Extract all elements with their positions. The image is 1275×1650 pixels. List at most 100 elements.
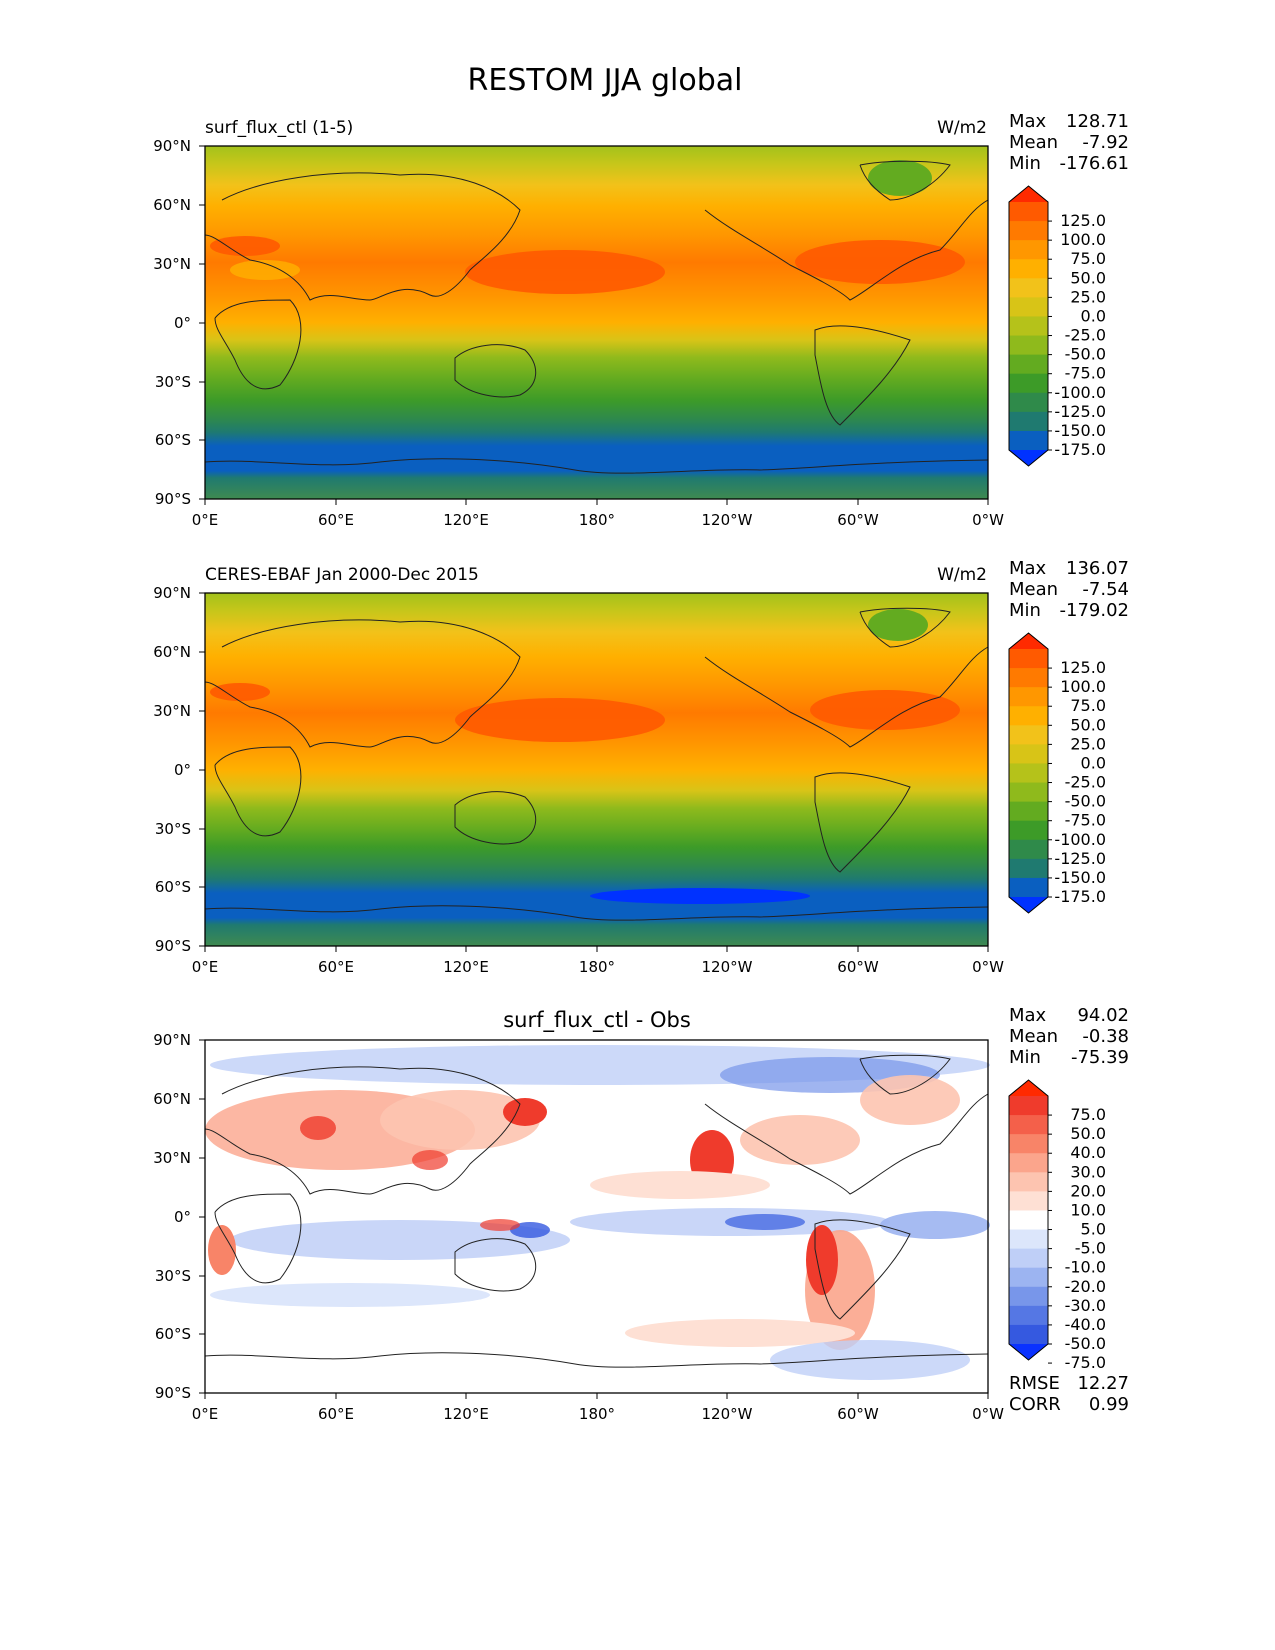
x-tick-label: 120°E bbox=[443, 958, 489, 976]
panel-title: surf_flux_ctl - Obs bbox=[503, 1008, 691, 1033]
stat-min-value: -179.02 bbox=[1060, 600, 1129, 621]
colorbar-label: -5.0 bbox=[1075, 1239, 1106, 1258]
colorbar-label: -125.0 bbox=[1054, 849, 1106, 868]
colorbar-label: 125.0 bbox=[1060, 211, 1106, 230]
x-tick-label: 0°E bbox=[192, 958, 219, 976]
x-ticks bbox=[204, 499, 989, 505]
greenland-low bbox=[868, 609, 928, 641]
colorbar-extension-bottom bbox=[1009, 1344, 1048, 1360]
x-ticks bbox=[204, 1393, 989, 1399]
colorbar-label: 30.0 bbox=[1070, 1162, 1106, 1181]
plot-area bbox=[204, 145, 989, 500]
colorbar-segment bbox=[1009, 392, 1048, 413]
colorbar-label: -50.0 bbox=[1065, 792, 1106, 811]
colorbar-label: -10.0 bbox=[1065, 1258, 1106, 1277]
stat-min-value: -176.61 bbox=[1060, 153, 1129, 174]
colorbar-segment bbox=[1009, 801, 1048, 822]
colorbar-label: 5.0 bbox=[1081, 1220, 1106, 1239]
y-tick-label: 90°S bbox=[155, 490, 191, 508]
colorbar-label: -150.0 bbox=[1054, 868, 1106, 887]
colorbar: 125.0100.075.050.025.00.0-25.0-50.0-75.0… bbox=[1008, 632, 1106, 914]
stat-mean-value: -7.92 bbox=[1082, 132, 1129, 153]
stat-mean-label: Mean bbox=[1009, 579, 1058, 600]
y-tick-label: 60°N bbox=[153, 196, 191, 214]
y-ticks bbox=[199, 145, 205, 500]
stat-min-value: -75.39 bbox=[1071, 1047, 1129, 1068]
y-tick-label: 90°S bbox=[155, 1384, 191, 1402]
warm-region-npacific bbox=[455, 698, 665, 742]
panel-observations: CERES-EBAF Jan 2000-Dec 2015 W/m2 bbox=[153, 558, 1129, 976]
stat-max-value: 136.07 bbox=[1066, 558, 1129, 579]
y-tick-label: 30°S bbox=[155, 373, 191, 391]
colorbar-label: 100.0 bbox=[1060, 677, 1106, 696]
y-tick-labels: 90°N 60°N 30°N 0° 30°S 60°S 90°S bbox=[153, 584, 191, 955]
colorbar-segment bbox=[1009, 259, 1048, 279]
stat-min-label: Min bbox=[1009, 1047, 1041, 1068]
stat-mean-value: -0.38 bbox=[1082, 1026, 1129, 1047]
field-background bbox=[205, 146, 988, 499]
x-tick-label: 0°E bbox=[192, 1405, 219, 1423]
corr-value: 0.99 bbox=[1089, 1394, 1129, 1415]
colorbar-label: 75.0 bbox=[1070, 1105, 1106, 1124]
colorbar-label: 10.0 bbox=[1070, 1200, 1106, 1219]
stat-max-label: Max bbox=[1009, 558, 1047, 579]
colorbar: 75.050.040.030.020.010.05.0-5.0-10.0-20.… bbox=[1008, 1079, 1106, 1372]
warm-region-natlantic bbox=[810, 690, 960, 730]
colorbar-segment bbox=[1009, 706, 1048, 726]
warm-region-natlantic bbox=[795, 240, 965, 284]
colorbar-label: 0.0 bbox=[1081, 753, 1106, 772]
y-tick-label: 90°N bbox=[153, 1031, 191, 1049]
y-ticks bbox=[199, 1039, 205, 1394]
stat-max-label: Max bbox=[1009, 1005, 1047, 1026]
colorbar-extension-bottom bbox=[1009, 897, 1048, 913]
x-tick-label: 120°E bbox=[443, 1405, 489, 1423]
warm-region-mediterranean bbox=[210, 236, 280, 256]
y-tick-label: 60°S bbox=[155, 431, 191, 449]
colorbar-label: -100.0 bbox=[1054, 830, 1106, 849]
colorbar-label: -175.0 bbox=[1054, 440, 1106, 459]
x-tick-label: 60°E bbox=[318, 958, 354, 976]
stats-block: Max 128.71 Mean -7.92 Min -176.61 bbox=[1009, 111, 1129, 174]
y-tick-label: 0° bbox=[174, 761, 191, 779]
colorbar-segment bbox=[1009, 858, 1048, 879]
colorbar-segment bbox=[1009, 221, 1048, 241]
y-tick-label: 60°N bbox=[153, 643, 191, 661]
colorbar-segment bbox=[1009, 1286, 1048, 1307]
colorbar-label: 50.0 bbox=[1070, 715, 1106, 734]
x-tick-label: 120°W bbox=[702, 511, 753, 529]
colorbar-segment bbox=[1009, 1210, 1048, 1231]
y-tick-label: 30°S bbox=[155, 1267, 191, 1285]
stat-min-label: Min bbox=[1009, 600, 1041, 621]
stat-max-label: Max bbox=[1009, 111, 1047, 132]
colorbar-segment bbox=[1009, 1229, 1048, 1250]
colorbar-segment bbox=[1009, 668, 1048, 688]
colorbar-segment bbox=[1009, 687, 1048, 707]
y-tick-labels: 90°N 60°N 30°N 0° 30°S 60°S 90°S bbox=[153, 137, 191, 508]
panel-title: surf_flux_ctl (1-5) bbox=[205, 118, 353, 138]
x-tick-label: 180° bbox=[579, 511, 615, 529]
x-tick-label: 0°W bbox=[972, 958, 1004, 976]
colorbar-label: 0.0 bbox=[1081, 306, 1106, 325]
x-tick-label: 180° bbox=[579, 958, 615, 976]
units-label: W/m2 bbox=[937, 565, 987, 585]
y-tick-label: 30°N bbox=[153, 702, 191, 720]
stats-block: Max 94.02 Mean -0.38 Min -75.39 bbox=[1009, 1005, 1129, 1068]
colorbar-segment bbox=[1009, 278, 1048, 298]
colorbar-label: 20.0 bbox=[1070, 1181, 1106, 1200]
colorbar-extension-top bbox=[1009, 186, 1048, 202]
colorbar-label: 40.0 bbox=[1070, 1143, 1106, 1162]
colorbar-segment bbox=[1009, 430, 1048, 451]
coastlines bbox=[204, 1054, 989, 1368]
colorbar-segment bbox=[1009, 1191, 1048, 1212]
warm-region-npacific bbox=[465, 250, 665, 294]
colorbar-segment bbox=[1009, 1305, 1048, 1326]
coastlines bbox=[204, 160, 989, 474]
colorbar-segment bbox=[1009, 782, 1048, 803]
colorbar-label: -20.0 bbox=[1065, 1277, 1106, 1296]
colorbar-segment bbox=[1009, 411, 1048, 432]
colorbar-segment bbox=[1009, 1248, 1048, 1269]
x-tick-label: 0°W bbox=[972, 511, 1004, 529]
colorbar-label: -75.0 bbox=[1065, 364, 1106, 383]
colorbar-label: -40.0 bbox=[1065, 1315, 1106, 1334]
